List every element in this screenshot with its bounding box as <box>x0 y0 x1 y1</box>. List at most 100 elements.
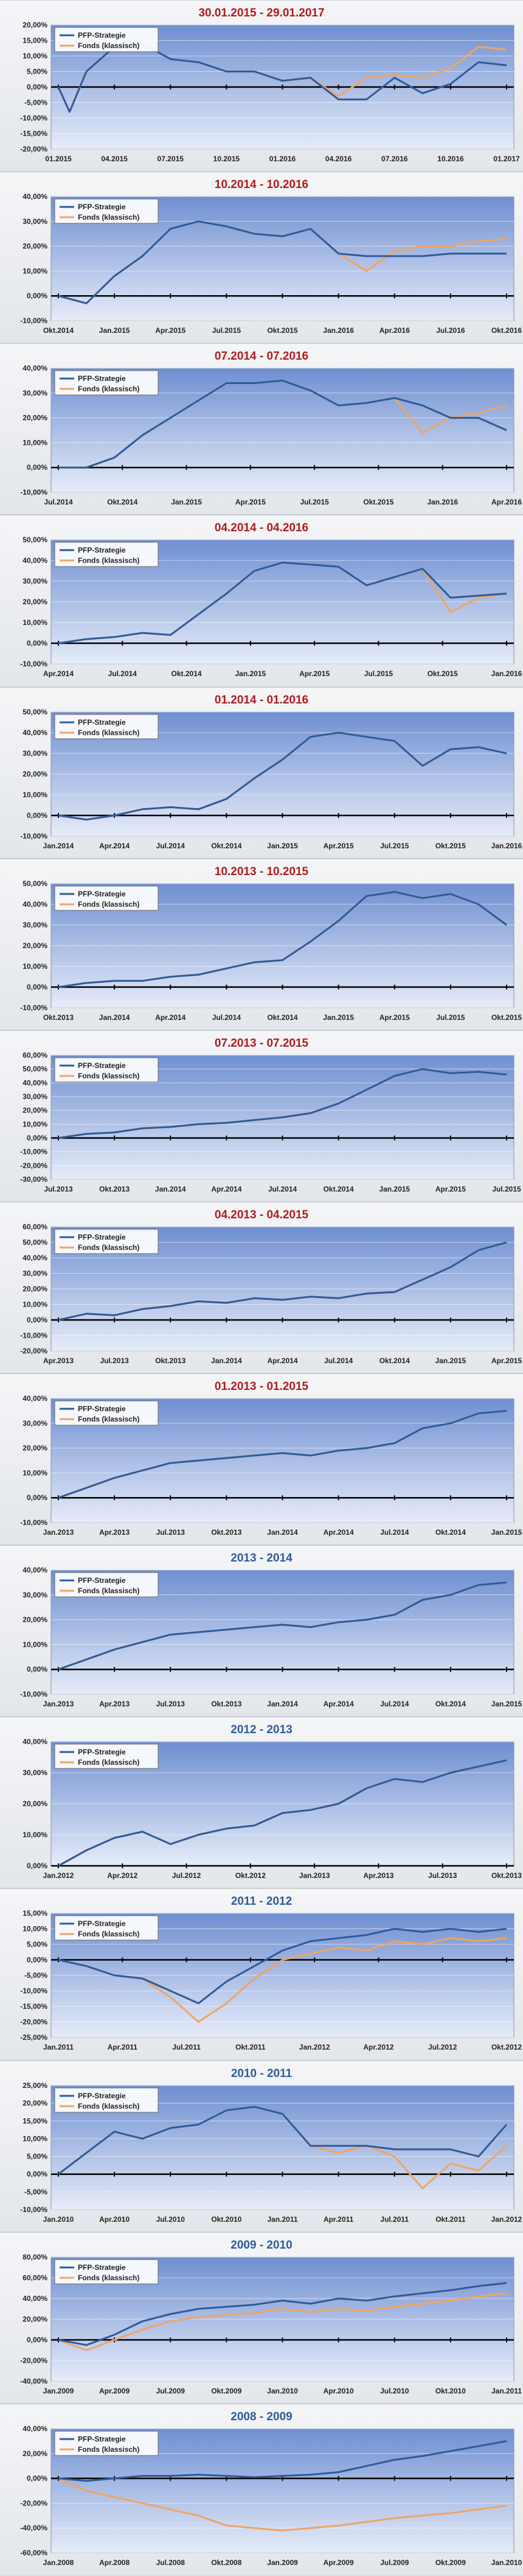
legend-label-pfp: PFP-Strategie <box>78 546 126 554</box>
x-tick-label: Okt.2012 <box>491 2043 522 2051</box>
y-tick-label: 25,00% <box>23 2081 47 2090</box>
y-tick-label: 60,00% <box>23 1223 47 1231</box>
series-line-pfp-strategie <box>58 220 507 305</box>
y-tick-label: -40,00% <box>20 2377 47 2386</box>
x-tick-label: Okt.2013 <box>491 1871 522 1880</box>
y-tick-label: -10,00% <box>20 1147 47 1156</box>
chart-panel: 2010 - 2011 25,00% 20,00% 15,00% 10,00% 5,00%… <box>0 2060 523 2232</box>
x-tick-label: Okt.2012 <box>235 1871 266 1880</box>
chart-panel: 04.2014 - 04.2016 50,00% 40,00% 30,00% 20,00… <box>0 515 523 687</box>
x-tick-label: Okt.2015 <box>491 1013 522 1022</box>
x-tick-label: Jan.2015 <box>171 498 202 506</box>
x-tick-label: Jan.2015 <box>235 669 266 678</box>
y-tick-label: -10,00% <box>20 2205 47 2214</box>
y-tick-label: -10,00% <box>20 1518 47 1527</box>
y-tick-label: 60,00% <box>23 1051 47 1059</box>
x-tick-label: Okt.2014 <box>107 498 137 506</box>
x-tick-label: 01.2016 <box>269 155 296 163</box>
y-tick-label: 15,00% <box>23 2117 47 2125</box>
chart-panel: 10.2014 - 10.2016 40,00% 30,00% 20,00% 10,00… <box>0 172 523 344</box>
y-tick-label: 40,00% <box>23 2424 47 2433</box>
line-chart: 2013 - 2014 40,00% 30,00% 20,00% 10,00% 0,00%… <box>20 1552 522 1708</box>
x-tick-label: Jul.2010 <box>156 2215 185 2224</box>
line-chart: 2010 - 2011 25,00% 20,00% 15,00% 10,00% 5,00%… <box>20 2067 522 2224</box>
x-tick-label: Apr.2013 <box>99 1528 130 1537</box>
series-line-pfp-strategie <box>58 1759 507 1867</box>
x-tick-label: Jan.2009 <box>267 2558 298 2567</box>
legend <box>54 1572 159 1597</box>
chart-panel: 01.2014 - 01.2016 50,00% 40,00% 30,00% 20,00… <box>0 686 523 859</box>
y-tick-label: 40,00% <box>23 364 47 372</box>
x-tick-label: Jan.2014 <box>43 842 74 850</box>
chart-panel: 01.2013 - 01.2015 40,00% 30,00% 20,00% 10,00… <box>0 1374 523 1546</box>
x-tick-label: Okt.2011 <box>435 2215 466 2224</box>
y-tick-label: 0,00% <box>27 811 47 820</box>
y-tick-label: -20,00% <box>20 1347 47 1355</box>
x-tick-label: Apr.2011 <box>324 2215 354 2224</box>
x-tick-label: Jan.2014 <box>155 1185 186 1193</box>
series-line-pfp-strategie <box>58 380 507 469</box>
x-tick-label: Apr.2014 <box>324 1700 354 1708</box>
x-tick-label: Apr.2015 <box>155 326 185 335</box>
x-tick-label: Jul.2015 <box>212 326 241 335</box>
x-tick-label: Okt.2014 <box>435 1528 466 1537</box>
legend-label-fonds: Fonds (klassisch) <box>78 1243 139 1252</box>
legend <box>54 370 159 396</box>
chart-panel: 04.2013 - 04.2015 60,00% 50,00% 40,00% 30,00… <box>0 1201 523 1374</box>
y-tick-label: 10,00% <box>23 618 47 627</box>
x-tick-label: Apr.2009 <box>99 2387 130 2395</box>
x-tick-label: Jul.2013 <box>428 1871 457 1880</box>
chart-title: 04.2013 - 04.2015 <box>215 1209 309 1221</box>
chart-panel: 07.2014 - 07.2016 40,00% 30,00% 20,00% 10,00… <box>0 343 523 515</box>
legend-label-fonds: Fonds (klassisch) <box>78 2445 139 2454</box>
x-tick-label: Apr.2014 <box>211 1185 241 1193</box>
x-tick-label: Jul.2009 <box>380 2558 409 2567</box>
legend <box>54 1057 159 1083</box>
legend-label-fonds: Fonds (klassisch) <box>78 1930 139 1938</box>
x-tick-label: Okt.2014 <box>211 842 241 850</box>
x-tick-label: Jan.2016 <box>427 498 458 506</box>
legend-label-fonds: Fonds (klassisch) <box>78 2274 139 2282</box>
y-tick-label: -10,00% <box>20 1690 47 1698</box>
y-tick-label: -10,00% <box>20 316 47 325</box>
x-tick-label: Okt.2013 <box>211 1528 241 1537</box>
y-tick-label: 20,00% <box>23 1106 47 1114</box>
y-tick-label: 15,00% <box>23 1909 47 1918</box>
legend-label-fonds: Fonds (klassisch) <box>78 1415 139 1423</box>
x-tick-label: Jan.2016 <box>491 669 522 678</box>
y-tick-label: 50,00% <box>23 1064 47 1073</box>
chart-title: 07.2014 - 07.2016 <box>215 350 308 363</box>
y-tick-label: -25,00% <box>20 2033 47 2042</box>
y-tick-label: 0,00% <box>27 1665 47 1674</box>
y-tick-label: 5,00% <box>27 1940 47 1949</box>
y-tick-label: -10,00% <box>20 660 47 668</box>
line-chart: 2012 - 2013 40,00% 30,00% 20,00% 10,00% 0,00%… <box>23 1723 522 1880</box>
y-tick-label: 20,00% <box>23 242 47 251</box>
x-tick-label: Jan.2013 <box>299 1871 330 1880</box>
y-tick-label: -40,00% <box>20 2524 47 2532</box>
x-tick-label: Okt.2013 <box>155 1356 185 1365</box>
x-tick-label: Okt.2013 <box>43 1013 74 1022</box>
x-tick-label: 01.2017 <box>493 155 520 163</box>
x-tick-label: Jan.2014 <box>99 1013 130 1022</box>
chart-panel: 07.2013 - 07.2015 60,00% 50,00% 40,00% 30,00… <box>0 1030 523 1202</box>
y-tick-label: -20,00% <box>20 145 47 153</box>
legend <box>54 542 159 567</box>
line-chart: 2008 - 2009 40,00% 20,00% 0,00% -20,00% -40,0… <box>20 2410 522 2567</box>
legend-label-fonds: Fonds (klassisch) <box>78 900 139 909</box>
x-tick-label: Okt.2014 <box>43 326 74 335</box>
x-tick-label: Okt.2010 <box>211 2215 241 2224</box>
x-tick-label: Apr.2008 <box>99 2558 130 2567</box>
x-tick-label: Jul.2014 <box>156 842 185 850</box>
x-tick-label: Apr.2012 <box>363 2043 393 2051</box>
x-tick-label: Jan.2011 <box>267 2215 297 2224</box>
x-tick-label: Jan.2011 <box>43 2043 74 2051</box>
y-tick-label: 20,00% <box>23 598 47 606</box>
series-line-pfp-strategie <box>58 1928 507 2005</box>
y-tick-label: 5,00% <box>27 68 47 76</box>
chart-title: 07.2013 - 07.2015 <box>215 1037 309 1050</box>
y-tick-label: 10,00% <box>23 962 47 971</box>
chart-panel: 2011 - 2012 15,00% 10,00% 5,00% 0,00% -5,00% -… <box>0 1888 523 2061</box>
chart-title: 04.2014 - 04.2016 <box>215 522 308 534</box>
x-tick-label: Okt.2014 <box>435 1700 466 1708</box>
